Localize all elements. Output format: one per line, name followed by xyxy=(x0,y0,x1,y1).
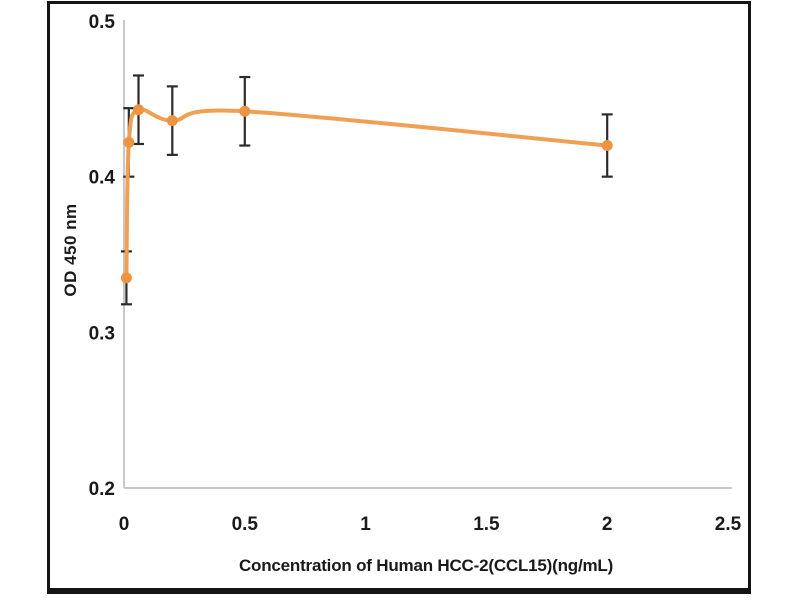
x-tick-label: 2.5 xyxy=(715,514,742,535)
y-tick-label: 0.2 xyxy=(89,479,115,500)
x-tick-label: 1.5 xyxy=(473,514,500,535)
series-line xyxy=(124,107,610,280)
y-tick-label: 0.5 xyxy=(89,12,116,33)
data-point-marker xyxy=(132,104,144,116)
y-tick-label: 0.3 xyxy=(89,323,115,344)
x-axis-title: Concentration of Human HCC-2(CCL15)(ng/m… xyxy=(238,556,614,575)
figure-border xyxy=(47,1,751,594)
data-point-marker xyxy=(120,272,132,284)
x-tick-label: 0.5 xyxy=(232,514,259,535)
x-tick-label: 1 xyxy=(360,514,371,535)
y-tick-label: 0.4 xyxy=(89,168,116,189)
data-point-marker xyxy=(601,140,613,152)
y-axis-title: OD 450 nm xyxy=(61,203,80,297)
x-tick-label: 2 xyxy=(602,514,613,535)
data-point-marker xyxy=(123,136,135,148)
x-tick-label: 0 xyxy=(119,514,130,535)
data-point-marker xyxy=(239,105,251,117)
data-point-marker xyxy=(166,115,178,127)
